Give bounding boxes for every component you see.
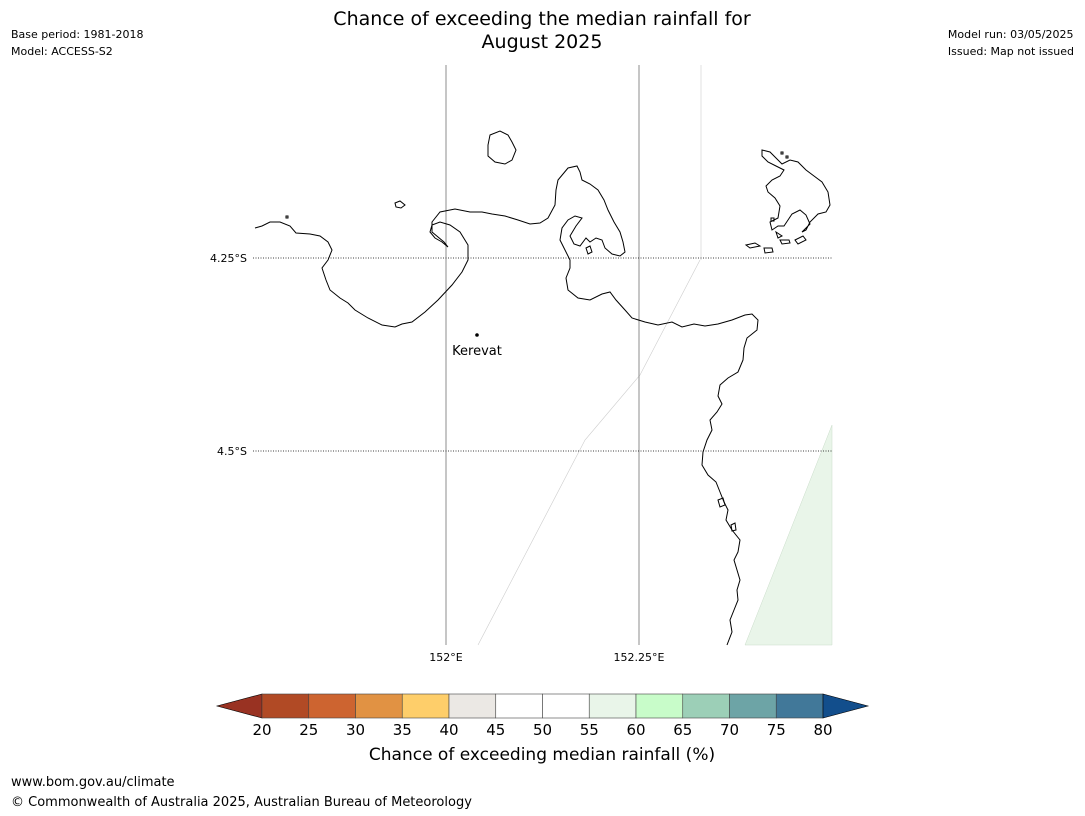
- coastline-islet-east-2: [730, 522, 737, 532]
- colorbar-tick-label: 60: [626, 721, 645, 739]
- colorbar-extend-high: [822, 693, 870, 719]
- colorbar-bin: [448, 693, 497, 719]
- colorbar-bin: [682, 693, 730, 719]
- lon-label-152: 152°E: [429, 651, 462, 664]
- coastline-islet-3: [585, 245, 593, 255]
- coastline-ne-island: [761, 149, 831, 233]
- probability-shade: [744, 424, 833, 646]
- colorbar-tick-label: 50: [533, 721, 552, 739]
- colorbar-bin: [495, 693, 543, 719]
- map-title: Chance of exceeding the median rainfall …: [242, 8, 842, 54]
- colorbar-title: Chance of exceeding median rainfall (%): [368, 745, 716, 765]
- base-period: Base period: 1981-2018: [11, 28, 144, 41]
- colorbar-bin: [635, 693, 684, 719]
- copyright-notice: © Commonwealth of Australia 2025, Austra…: [11, 795, 472, 810]
- colorbar-tick-label: 70: [720, 721, 739, 739]
- model-run: Model run: 03/05/2025: [947, 28, 1074, 41]
- coastline-ne-islet-1: [744, 242, 762, 249]
- lat-label-4-5: 4.5°S: [217, 445, 247, 458]
- lon-label-152-25: 152.25°E: [614, 651, 665, 664]
- boundary-line: [477, 259, 701, 646]
- coastline-ne-islet-4: [794, 235, 807, 245]
- coastline-ne-islet-6: [770, 217, 775, 222]
- coastline-islet-east-1: [717, 497, 726, 508]
- colorbar-tick-label: 55: [580, 721, 599, 739]
- colorbar-bin: [308, 693, 356, 719]
- colorbar-bin: [261, 693, 310, 719]
- title-line-2: August 2025: [481, 31, 603, 53]
- town-label: Kerevat: [452, 344, 502, 359]
- colorbar-bin: [729, 693, 777, 719]
- colorbar-bin: [401, 693, 450, 719]
- colorbar-bin: [588, 693, 637, 719]
- coastline-island-north: [487, 130, 517, 165]
- lat-label-4-25: 4.25°S: [210, 252, 247, 265]
- model-info: Base period: 1981-2018 Model: ACCESS-S2: [11, 26, 143, 60]
- colorbar-tick-label: 40: [439, 721, 458, 739]
- colorbar-tick-label: 45: [486, 721, 505, 739]
- website-url: www.bom.gov.au/climate: [11, 775, 175, 790]
- coastline-main: [254, 165, 759, 646]
- town-marker: [475, 333, 479, 337]
- coastline-islet-2: [285, 215, 289, 219]
- colorbar-bin: [775, 693, 824, 719]
- colorbar-extend-low: [215, 693, 263, 719]
- issued-status: Issued: Map not issued: [947, 45, 1074, 58]
- coastline-ne-islet-3: [779, 239, 791, 245]
- colorbar-tick-label: 25: [299, 721, 318, 739]
- colorbar-tick-label: 20: [252, 721, 271, 739]
- colorbar: 20 25 30 35 40 45 50 55 60 65 70 75 80: [215, 693, 870, 739]
- coastline-islet: [394, 200, 406, 209]
- colorbar-tick-label: 65: [673, 721, 692, 739]
- colorbar-bin: [542, 693, 590, 719]
- colorbar-tick-label: 35: [393, 721, 412, 739]
- coastline-ne-islet-8: [785, 155, 789, 159]
- title-line-1: Chance of exceeding the median rainfall …: [333, 8, 751, 30]
- coastline-ne-islet-2: [763, 247, 774, 254]
- colorbar-tick-label: 30: [346, 721, 365, 739]
- coastline-ne-islet-7: [780, 151, 784, 155]
- coastline-ne-islet-5: [775, 230, 783, 239]
- colorbar-tick-label: 80: [813, 721, 832, 739]
- colorbar-bin: [355, 693, 403, 719]
- colorbar-tick-label: 75: [767, 721, 786, 739]
- run-info: Model run: 03/05/2025 Issued: Map not is…: [948, 26, 1074, 60]
- model-name: Model: ACCESS-S2: [11, 45, 113, 58]
